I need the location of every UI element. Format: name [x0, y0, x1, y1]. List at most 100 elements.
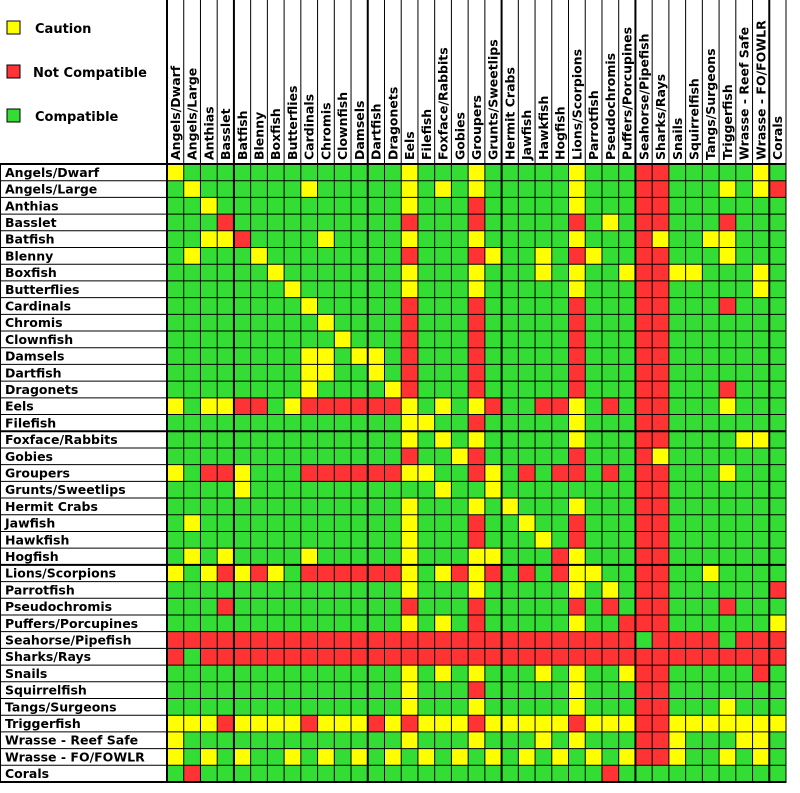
cell-squirrelfish-snails: [668, 681, 686, 699]
cell-dartfish-angels-large: [183, 364, 201, 382]
cell-chromis-corals: [769, 314, 786, 332]
cell-squirrelfish-eels: [401, 681, 418, 699]
cell-tangs-surgeons-dartfish: [367, 698, 385, 716]
column-labels: Angels/Dwarf Angels/Large Anthias Basslet Ba…: [168, 20, 785, 161]
cell-tangs-surgeons-seahorse-pipefish: [635, 698, 653, 716]
cell-chromis-snails: [668, 314, 686, 332]
cell-basslet-basslet: [217, 214, 234, 231]
cell-boxfish-damsels: [351, 264, 368, 281]
cell-triggerfish-jawfish: [518, 715, 536, 732]
cell-jawfish-clownfish: [334, 514, 352, 532]
cell-blenny-seahorse-pipefish: [635, 247, 653, 265]
cell-butterflies-boxfish: [267, 280, 285, 298]
cell-dartfish-angels-dwarf: [167, 364, 184, 382]
cell-tangs-surgeons-eels: [401, 698, 418, 716]
cell-chromis-hogfish: [551, 314, 569, 332]
cell-foxface-rabbits-angels-large: [183, 431, 201, 448]
cell-pseudochromis-hawkfish: [535, 598, 552, 615]
cell-clownfish-squirrelfish: [685, 331, 703, 348]
cell-angels-large-anthias: [200, 180, 218, 198]
cell-hermit-crabs-hogfish: [551, 498, 569, 515]
cell-blenny-hawkfish: [535, 247, 552, 265]
cell-blenny-squirrelfish: [685, 247, 703, 265]
cell-seahorse-pipefish-wrasse-fo-fowlr: [752, 631, 770, 649]
cell-angels-large-angels-dwarf: [167, 180, 184, 198]
cell-hawkfish-tangs-surgeons: [702, 531, 720, 549]
cell-hogfish-parrotfish: [585, 548, 602, 565]
cell-tangs-surgeons-basslet: [217, 698, 234, 716]
row-label-seahorse-pipefish: Seahorse/Pipefish: [5, 633, 132, 648]
cell-basslet-hawkfish: [535, 214, 552, 231]
cell-blenny-wrasse-fo-fowlr: [752, 247, 770, 265]
cell-seahorse-pipefish-boxfish: [267, 631, 285, 649]
cell-jawfish-snails: [668, 514, 686, 532]
cell-lions-scorpions-jawfish: [518, 564, 536, 582]
cell-angels-large-clownfish: [334, 180, 352, 198]
cell-wrasse-reef-safe-batfish: [233, 731, 251, 749]
cell-anthias-foxface-rabbits: [434, 197, 452, 215]
cell-hawkfish-cardinals: [300, 531, 318, 549]
cell-anthias-groupers: [468, 197, 485, 215]
row-label-parrotfish: Parrotfish: [5, 582, 75, 597]
cell-gobies-triggerfish: [719, 447, 736, 465]
cell-wrasse-fo-fowlr-tangs-surgeons: [702, 748, 720, 766]
cell-wrasse-fo-fowlr-lions-scorpions: [568, 748, 586, 766]
cell-gobies-damsels: [351, 447, 368, 465]
cell-anthias-wrasse-reef-safe: [735, 197, 753, 215]
cell-lions-scorpions-lions-scorpions: [568, 564, 586, 582]
cell-jawfish-dragonets: [384, 514, 402, 532]
cell-dragonets-chromis: [317, 381, 335, 398]
cell-lions-scorpions-blenny: [250, 564, 268, 582]
cell-grunts-sweetlips-dartfish: [367, 481, 385, 499]
row-label-foxface-rabbits: Foxface/Rabbits: [5, 432, 118, 447]
cell-lions-scorpions-grunts-sweetlips: [484, 564, 502, 582]
cell-boxfish-clownfish: [334, 264, 352, 281]
cell-chromis-hermit-crabs: [501, 314, 519, 332]
cell-seahorse-pipefish-batfish: [233, 631, 251, 649]
cell-puffers-porcupines-sharks-rays: [652, 614, 669, 632]
cell-triggerfish-boxfish: [267, 715, 285, 732]
cell-hermit-crabs-basslet: [217, 498, 234, 515]
cell-groupers-filefish: [417, 464, 435, 482]
cell-grunts-sweetlips-batfish: [233, 481, 251, 499]
cell-wrasse-fo-fowlr-angels-dwarf: [167, 748, 184, 766]
cell-hawkfish-batfish: [233, 531, 251, 549]
cell-groupers-parrotfish: [585, 464, 602, 482]
cell-gobies-dartfish: [367, 447, 385, 465]
cell-hogfish-batfish: [233, 548, 251, 565]
cell-angels-dwarf-sharks-rays: [652, 164, 669, 181]
cell-angels-dwarf-hermit-crabs: [501, 164, 519, 181]
cell-gobies-gobies: [451, 447, 469, 465]
cell-clownfish-seahorse-pipefish: [635, 331, 653, 348]
column-label-triggerfish: Triggerfish: [720, 84, 735, 160]
cell-foxface-rabbits-snails: [668, 431, 686, 448]
cell-eels-parrotfish: [585, 397, 602, 415]
cell-snails-butterflies: [284, 665, 301, 682]
cell-filefish-eels: [401, 414, 418, 432]
cell-dragonets-eels: [401, 381, 418, 398]
cell-parrotfish-chromis: [317, 581, 335, 599]
cell-eels-tangs-surgeons: [702, 397, 720, 415]
cell-anthias-snails: [668, 197, 686, 215]
cell-hogfish-squirrelfish: [685, 548, 703, 565]
column-label-damsels: Damsels: [352, 101, 367, 160]
cell-corals-butterflies: [284, 765, 301, 782]
cell-butterflies-blenny: [250, 280, 268, 298]
cell-eels-boxfish: [267, 397, 285, 415]
cell-tangs-surgeons-cardinals: [300, 698, 318, 716]
cell-angels-large-sharks-rays: [652, 180, 669, 198]
cell-cardinals-parrotfish: [585, 297, 602, 315]
cell-wrasse-fo-fowlr-damsels: [351, 748, 368, 766]
cell-clownfish-pseudochromis: [601, 331, 619, 348]
legend-swatch-not-compatible: [6, 64, 21, 79]
cell-parrotfish-jawfish: [518, 581, 536, 599]
cell-angels-dwarf-angels-dwarf: [167, 164, 184, 181]
cell-jawfish-basslet: [217, 514, 234, 532]
cell-blenny-cardinals: [300, 247, 318, 265]
cell-seahorse-pipefish-triggerfish: [719, 631, 736, 649]
cell-hermit-crabs-wrasse-fo-fowlr: [752, 498, 770, 515]
cell-gobies-corals: [769, 447, 786, 465]
cell-filefish-wrasse-reef-safe: [735, 414, 753, 432]
cell-chromis-lions-scorpions: [568, 314, 586, 332]
cell-puffers-porcupines-eels: [401, 614, 418, 632]
